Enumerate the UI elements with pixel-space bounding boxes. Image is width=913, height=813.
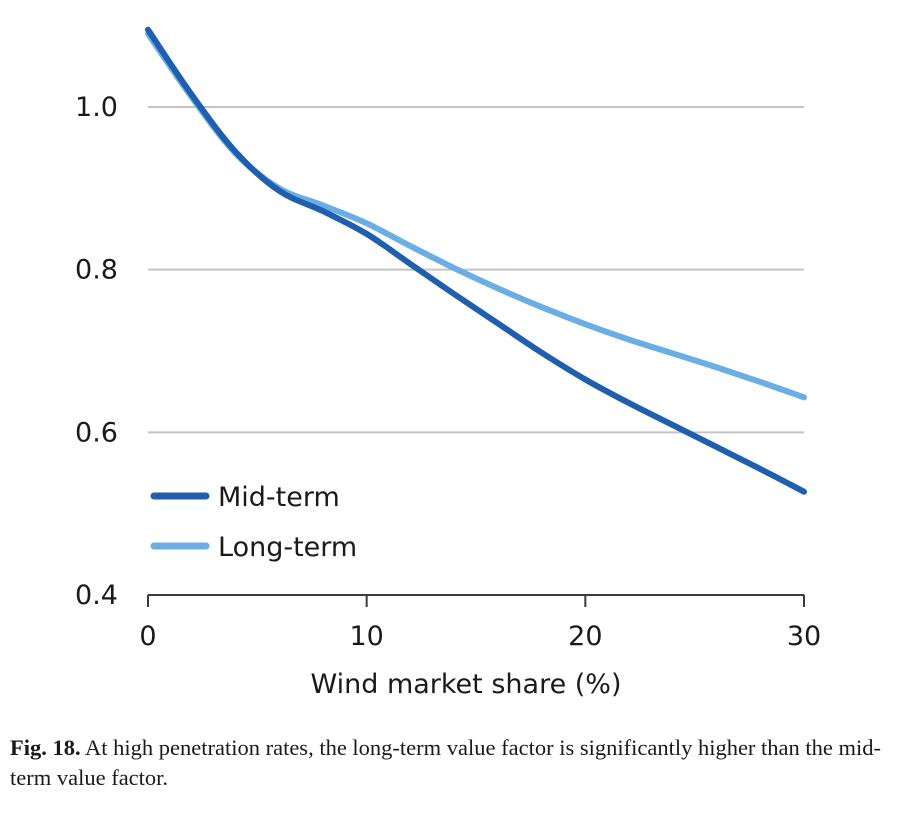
caption-text: At high penetration rates, the long-term… [10,735,882,790]
legend-label-long-term: Long-term [218,532,357,563]
x-tick-label: 0 [139,621,156,652]
series-line-long-term [145,30,807,401]
figure-caption: Fig. 18. At high penetration rates, the … [10,733,905,793]
gridlines [148,106,804,434]
y-tick-label: 0.6 [75,417,118,448]
x-tick-label: 30 [787,621,821,652]
x-tick-label: 20 [568,621,602,652]
x-axis-title: Wind market share (%) [311,669,622,700]
y-tick-label: 0.8 [75,255,118,286]
figure-label: Fig. 18. [10,735,81,760]
series-line-mid-term [145,26,807,495]
x-tick-label: 10 [349,621,383,652]
y-tick-label: 1.0 [75,92,118,123]
legend-label-mid-term: Mid-term [218,482,340,513]
line-chart: 0 10 20 30 0.4 0.6 0.8 1.0 Mid-term Long-term Wi… [75,26,821,700]
legend: Mid-term Long-term [150,482,357,563]
series-lines [145,26,807,495]
ticks: 0 10 20 30 0.4 0.6 0.8 1.0 [75,92,821,652]
y-tick-label: 0.4 [75,580,118,611]
